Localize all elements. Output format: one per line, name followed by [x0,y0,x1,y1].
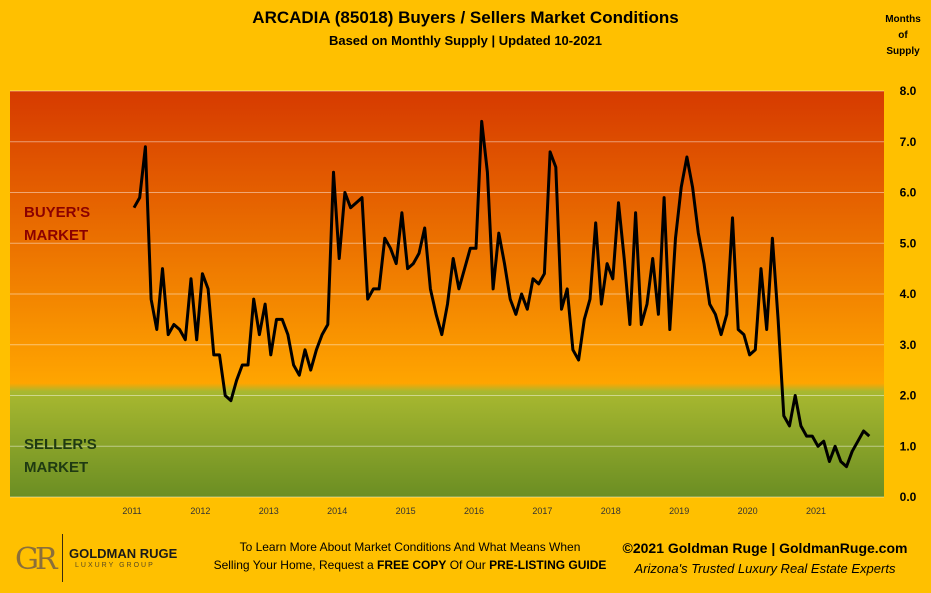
plot-background [10,91,884,497]
x-tick-label: 2013 [259,506,279,516]
y-axis-label: Months of Supply [872,12,931,60]
logo-monogram: GR [15,542,58,577]
y-tick-label: 8.0 [900,84,917,98]
y-tick-label: 6.0 [900,186,917,200]
call-to-action: To Learn More About Market Conditions An… [190,538,630,574]
chart-title: ARCADIA (85018) Buyers / Sellers Market … [252,8,679,27]
x-tick-label: 2019 [669,506,689,516]
y-axis-label-line: Months [885,14,921,25]
copyright-line[interactable]: ©2021 Goldman Ruge | GoldmanRuge.com [622,540,908,556]
x-tick-labels: 2011 2012 2013 2014 2015 2016 2017 2018 2019 2020… [122,506,826,516]
y-tick-label: 2.0 [900,389,917,403]
goldman-ruge-logo[interactable]: GR GOLDMAN RUGE LUXURY GROUP [13,532,183,584]
cta-line-1: To Learn More About Market Conditions An… [239,540,581,554]
y-axis-label-line: Supply [886,46,920,57]
buyer-market-label: BUYER'S MARKET [24,201,90,247]
x-tick-label: 2011 [122,506,141,516]
buyer-market-label-line: BUYER'S [24,204,91,221]
y-tick-label: 1.0 [900,439,917,453]
buyer-market-label-line: MARKET [24,227,89,244]
x-tick-label: 2014 [327,506,347,516]
x-tick-label: 2021 [806,506,826,516]
x-tick-label: 2015 [396,506,416,516]
y-axis-label-line: of [898,30,908,41]
y-tick-labels: 0.0 1.0 2.0 3.0 4.0 5.0 6.0 7.0 8.0 [900,84,917,504]
y-tick-label: 5.0 [900,236,917,250]
x-tick-label: 2017 [532,506,552,516]
y-tick-label: 0.0 [900,490,917,504]
y-tick-label: 7.0 [900,135,917,149]
cta-text: Of Our [446,558,490,572]
series-line [132,119,871,469]
slogan: Arizona's Trusted Luxury Real Estate Exp… [634,561,896,576]
cta-text: Selling Your Home, Request a [213,558,378,572]
x-tick-label: 2016 [464,506,484,516]
x-tick-label: 2012 [190,506,210,516]
chart-subtitle: Based on Monthly Supply | Updated 10-202… [328,33,603,48]
x-tick-label: 2018 [601,506,621,516]
cta-free-copy: FREE COPY [377,558,447,572]
y-tick-label: 4.0 [900,287,917,301]
logo-tagline: LUXURY GROUP [75,562,155,569]
seller-market-label-line: MARKET [24,459,89,476]
gridlines [10,90,884,498]
logo-divider [62,534,63,582]
cta-pre-listing-guide[interactable]: PRE-LISTING GUIDE [489,558,607,572]
logo-name: GOLDMAN RUGE [69,546,178,561]
y-tick-label: 3.0 [900,338,917,352]
seller-market-label-line: SELLER'S [24,436,97,453]
x-tick-label: 2020 [738,506,758,516]
cta-line-2: Selling Your Home, Request a FREE COPY O… [190,556,630,574]
seller-market-label: SELLER'S MARKET [24,433,97,479]
